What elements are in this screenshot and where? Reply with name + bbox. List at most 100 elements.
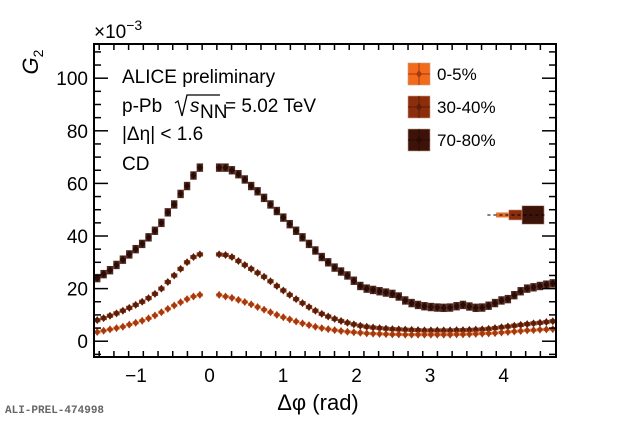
- data-point: [536, 325, 543, 334]
- data-point: [447, 326, 454, 335]
- legend-label: 30-40%: [437, 98, 496, 117]
- data-point: [113, 260, 120, 269]
- data-point: [492, 324, 499, 333]
- data-point: [479, 325, 486, 334]
- data-point: [472, 303, 479, 312]
- data-point: [171, 301, 178, 310]
- data-point: [511, 291, 518, 300]
- legend-item-30-40%: 30-40%: [407, 95, 496, 119]
- data-point: [100, 270, 107, 279]
- experiment-label: ALICE preliminary: [122, 67, 276, 88]
- data-point: [466, 325, 473, 334]
- data-point: [427, 303, 434, 312]
- data-point: [376, 287, 383, 296]
- data-point: [261, 272, 268, 281]
- data-point: [222, 292, 229, 301]
- data-point: [498, 328, 505, 337]
- data-point: [94, 328, 101, 337]
- data-point: [273, 281, 280, 290]
- data-point: [331, 263, 338, 272]
- system-prefix: p-Pb: [122, 96, 162, 117]
- data-point: [107, 311, 114, 320]
- data-point: [415, 326, 422, 335]
- data-point: [158, 284, 165, 293]
- data-point: [132, 245, 139, 254]
- x-tick-label: 4: [498, 366, 509, 387]
- data-point: [312, 306, 319, 315]
- data-point: [408, 299, 415, 308]
- data-point: [119, 322, 126, 331]
- data-point: [447, 330, 454, 339]
- x-tick-label: −1: [125, 366, 147, 387]
- data-point: [549, 325, 556, 334]
- data-point: [370, 329, 377, 338]
- data-point: [139, 239, 146, 248]
- data-point: [254, 268, 261, 277]
- data-point: [151, 226, 158, 235]
- data-point: [196, 163, 203, 172]
- data-point: [299, 233, 306, 242]
- data-point: [459, 300, 466, 309]
- data-point: [145, 294, 152, 303]
- data-point: [248, 264, 255, 273]
- data-point: [543, 318, 550, 327]
- data-point: [427, 330, 434, 339]
- data-point: [235, 170, 242, 179]
- legend-item-70-80%: 70-80%: [407, 128, 496, 152]
- data-point: [472, 329, 479, 338]
- data-point: [350, 320, 357, 329]
- data-point: [145, 314, 152, 323]
- svg-text:G2: G2: [18, 49, 46, 74]
- data-point: [132, 318, 139, 327]
- svg-text:s: s: [190, 96, 200, 117]
- data-point: [145, 233, 152, 242]
- data-point: [479, 303, 486, 312]
- data-point: [363, 329, 370, 338]
- data-point: [357, 281, 364, 290]
- data-point: [241, 260, 248, 269]
- data-point: [485, 329, 492, 338]
- data-point: [338, 267, 345, 276]
- y-multiplier-exponent: −3: [126, 17, 142, 33]
- data-point: [184, 258, 191, 267]
- svg-text:= 5.02 TeV: = 5.02 TeV: [225, 96, 316, 117]
- cd-label: CD: [122, 154, 149, 175]
- data-point: [466, 330, 473, 339]
- data-point: [164, 278, 171, 287]
- data-point: [504, 328, 511, 337]
- data-point: [113, 309, 120, 318]
- data-point: [222, 163, 229, 172]
- data-point: [466, 302, 473, 311]
- data-point: [453, 330, 460, 339]
- legend-marker: [416, 103, 422, 111]
- data-point: [440, 326, 447, 335]
- axis-ticks: [94, 44, 556, 357]
- data-point: [119, 255, 126, 264]
- data-point: [151, 311, 158, 320]
- y-tick-label: 100: [56, 69, 88, 90]
- data-point: [280, 313, 287, 322]
- data-point: [434, 330, 441, 339]
- data-point: [107, 266, 114, 275]
- data-point: [492, 329, 499, 338]
- y-axis-title-main: G: [18, 57, 43, 74]
- data-point: [158, 218, 165, 227]
- data-point: [132, 300, 139, 309]
- data-point: [261, 305, 268, 314]
- data-point: [344, 318, 351, 327]
- data-point: [184, 182, 191, 191]
- y-tick-label: 80: [67, 122, 88, 143]
- data-point: [254, 187, 261, 196]
- data-point: [267, 308, 274, 317]
- x-tick-label: 2: [351, 366, 362, 387]
- legend-label: 0-5%: [437, 65, 477, 84]
- x-axis-title: Δφ (rad): [277, 390, 359, 415]
- data-point: [376, 329, 383, 338]
- systematic-uncertainty-boxes: [487, 205, 547, 225]
- data-point: [389, 330, 396, 339]
- data-point: [459, 330, 466, 339]
- data-point: [100, 314, 107, 323]
- data-point: [382, 324, 389, 333]
- data-point: [395, 292, 402, 301]
- data-point: [171, 271, 178, 280]
